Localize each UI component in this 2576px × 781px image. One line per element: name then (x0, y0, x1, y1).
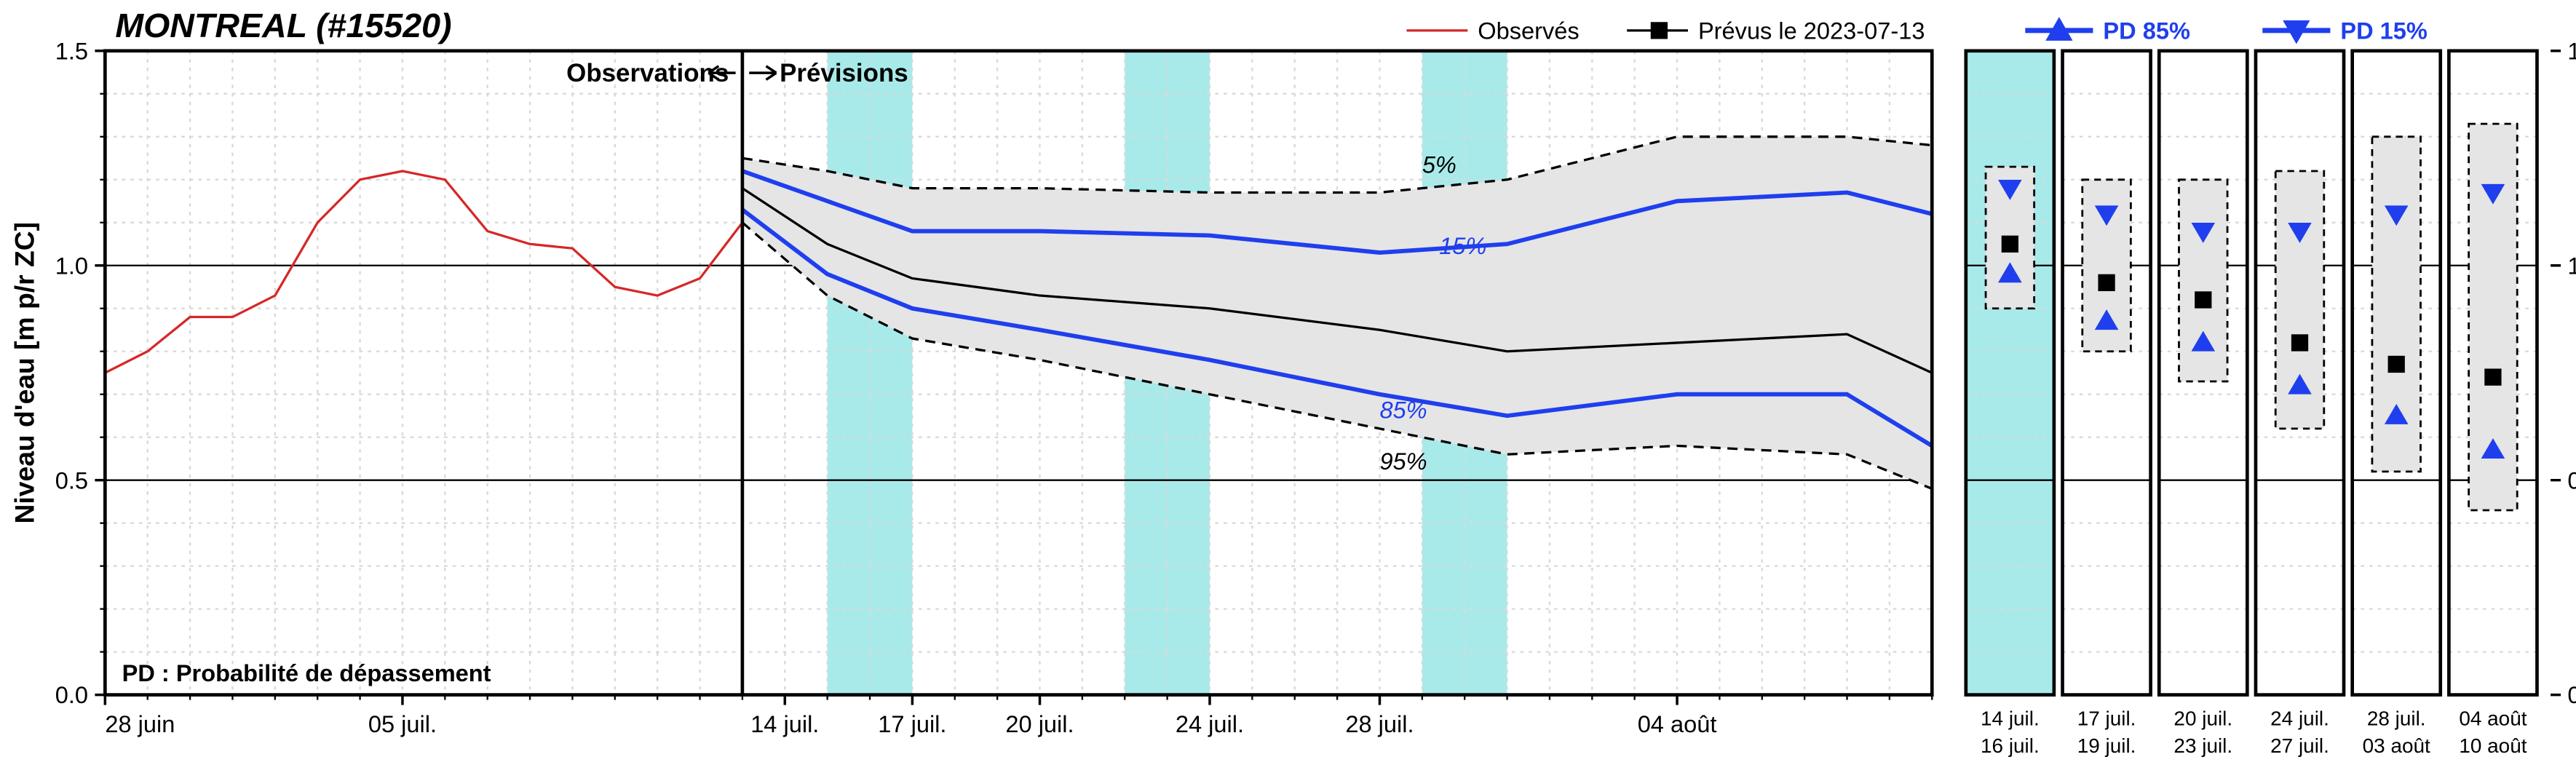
xtick-label: 28 juil. (1345, 710, 1414, 737)
panel-label-top: 28 juil. (2367, 707, 2426, 730)
ytick-label-right: 0.5 (2567, 467, 2576, 493)
forecast-panel (1966, 51, 2054, 695)
pd-note: PD : Probabilité de dépassement (122, 659, 491, 686)
xtick-label: 20 juil. (1005, 710, 1074, 737)
pct15-label: 15% (1439, 232, 1486, 259)
panel-label-top: 17 juil. (2077, 707, 2136, 730)
panel-label-top: 24 juil. (2270, 707, 2329, 730)
ytick-label: 1.5 (55, 37, 88, 64)
xtick-label: 04 août (1638, 710, 1717, 737)
plot-title: MONTREAL (#15520) (115, 7, 451, 44)
ytick-label: 0.5 (55, 467, 88, 493)
panel-label-bottom: 23 juil. (2173, 734, 2232, 757)
ytick-label: 0.0 (55, 681, 88, 708)
y-axis-label: Niveau d'eau [m p/r ZC] (9, 222, 40, 524)
panel-label-bottom: 03 août (2363, 734, 2430, 757)
xtick-label: 05 juil. (368, 710, 437, 737)
panel-label-bottom: 19 juil. (2077, 734, 2136, 757)
panel-label-top: 04 août (2459, 707, 2527, 730)
median-marker (2291, 334, 2308, 351)
median-marker (2098, 274, 2115, 291)
panel-label-bottom: 16 juil. (1981, 734, 2040, 757)
median-marker (2484, 368, 2501, 385)
forecast-panel (2063, 51, 2151, 695)
median-marker (2195, 291, 2211, 308)
median-marker (2002, 236, 2018, 253)
panel-label-bottom: 27 juil. (2270, 734, 2329, 757)
ytick-label: 1.0 (55, 252, 88, 279)
hydrograph-figure: Observés Prévus le 2023-07-13 PD 85% PD 15%… (0, 0, 2576, 781)
pct95-label: 95% (1379, 448, 1427, 475)
ytick-label-right: 0.0 (2567, 681, 2576, 708)
xtick-label: 28 juin (105, 710, 175, 737)
xtick-label: 17 juil. (878, 710, 946, 737)
ytick-label-right: 1.0 (2567, 252, 2576, 279)
previsions-label: Prévisions (780, 59, 908, 87)
legend-forecast: Prévus le 2023-07-13 (1698, 17, 1925, 44)
median-marker (2388, 356, 2405, 373)
pct5-label: 5% (1422, 151, 1457, 178)
legend-pd15: PD 15% (2340, 17, 2428, 44)
panel-label-top: 14 juil. (1981, 707, 2040, 730)
panel-label-top: 20 juil. (2173, 707, 2232, 730)
panel-label-bottom: 10 août (2459, 734, 2527, 757)
observations-label: Observations (566, 59, 729, 87)
pct85-label: 85% (1379, 397, 1427, 424)
xtick-label: 14 juil. (750, 710, 819, 737)
xtick-label: 24 juil. (1176, 710, 1244, 737)
legend-obs: Observés (1478, 17, 1579, 44)
ytick-label-right: 1.5 (2567, 37, 2576, 64)
chart-svg: Observés Prévus le 2023-07-13 PD 85% PD 15%… (0, 0, 2576, 781)
legend-pd85: PD 85% (2103, 17, 2190, 44)
